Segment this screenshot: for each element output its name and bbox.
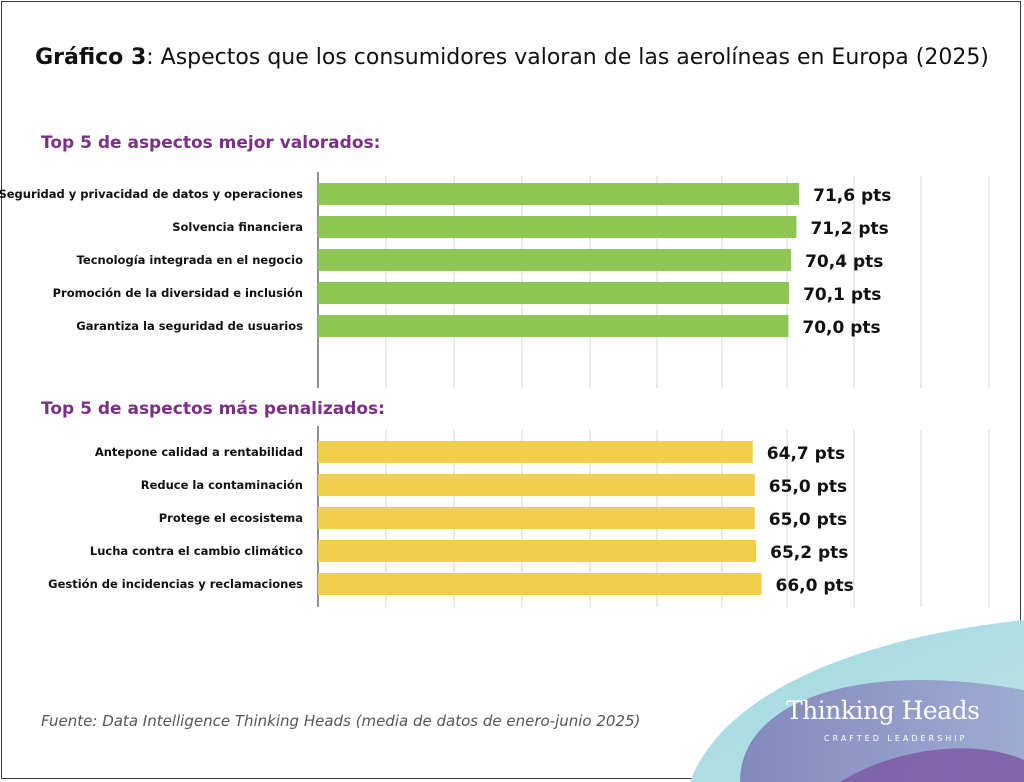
chart-title-rest: : Aspectos que los consumidores valoran … (146, 45, 989, 70)
data-label: 65,0 pts (769, 477, 847, 497)
source-note: Fuente: Data Intelligence Thinking Heads… (41, 712, 641, 730)
bar (318, 540, 757, 562)
bar (318, 441, 753, 463)
category-label: Protege el ecosistema (159, 511, 303, 525)
logo-name: Thinking Heads (786, 696, 980, 725)
bar (318, 573, 762, 595)
bar (318, 507, 755, 529)
chart-title: Gráfico 3: Aspectos que los consumidores… (0, 45, 1024, 70)
category-label: Garantiza la seguridad de usuarios (76, 319, 303, 333)
data-label: 64,7 pts (767, 444, 845, 464)
bar (318, 183, 800, 205)
section-label-top: Top 5 de aspectos mejor valorados: (41, 133, 381, 153)
category-label: Gestión de incidencias y reclamaciones (48, 577, 303, 591)
data-label: 71,2 pts (810, 219, 888, 239)
bar (318, 315, 789, 337)
category-label: Antepone calidad a rentabilidad (95, 445, 303, 459)
data-label: 66,0 pts (776, 576, 854, 596)
data-label: 70,1 pts (803, 285, 881, 305)
bar (318, 249, 792, 271)
data-label: 70,4 pts (805, 252, 883, 272)
section-label-bottom: Top 5 de aspectos más penalizados: (41, 399, 385, 419)
data-label: 65,0 pts (769, 510, 847, 530)
category-label: Reduce la contaminación (141, 478, 303, 492)
bar (318, 282, 790, 304)
bar (318, 474, 755, 496)
category-label: Promoción de la diversidad e inclusión (53, 286, 303, 300)
chart-title-bold: Gráfico 3 (35, 45, 147, 70)
data-label: 71,6 pts (813, 186, 891, 206)
category-label: Seguridad y privacidad de datos y operac… (0, 187, 303, 201)
category-label: Lucha contra el cambio climático (90, 544, 303, 558)
data-label: 65,2 pts (770, 543, 848, 563)
logo-tagline: CRAFTED LEADERSHIP (824, 734, 968, 743)
category-label: Tecnología integrada en el negocio (77, 253, 304, 267)
bar (318, 216, 797, 238)
category-label: Solvencia financiera (172, 220, 303, 234)
data-label: 70,0 pts (802, 318, 880, 338)
